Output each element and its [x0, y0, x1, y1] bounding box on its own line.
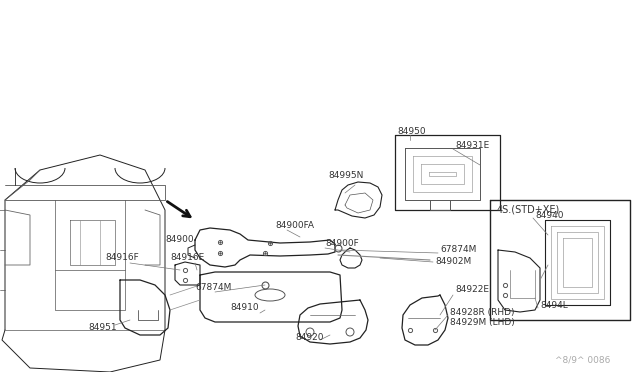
Text: 67874M: 67874M: [195, 283, 232, 292]
Text: 84910: 84910: [230, 304, 259, 312]
Text: 84928R (RHD): 84928R (RHD): [450, 308, 515, 317]
Text: 84929M (LHD): 84929M (LHD): [450, 318, 515, 327]
Text: 84951: 84951: [88, 324, 116, 333]
Text: 8494L: 8494L: [540, 301, 568, 310]
Text: 84920: 84920: [295, 334, 323, 343]
Text: 84940: 84940: [535, 211, 563, 219]
Text: 84995N: 84995N: [328, 170, 364, 180]
Text: 84950: 84950: [397, 128, 426, 137]
Text: 84931E: 84931E: [455, 141, 489, 150]
Text: 4S.(STD+XE): 4S.(STD+XE): [497, 205, 560, 215]
Text: 84916F: 84916F: [105, 253, 139, 263]
Text: 84922E: 84922E: [455, 285, 489, 295]
Text: 84916E: 84916E: [170, 253, 204, 263]
Text: 84900: 84900: [165, 235, 194, 244]
Text: 84900FA: 84900FA: [275, 221, 314, 230]
Text: 84900F: 84900F: [325, 238, 359, 247]
Text: 67874M: 67874M: [440, 246, 476, 254]
Text: ^8/9^ 0086: ^8/9^ 0086: [555, 356, 611, 365]
Text: 84902M: 84902M: [435, 257, 471, 266]
